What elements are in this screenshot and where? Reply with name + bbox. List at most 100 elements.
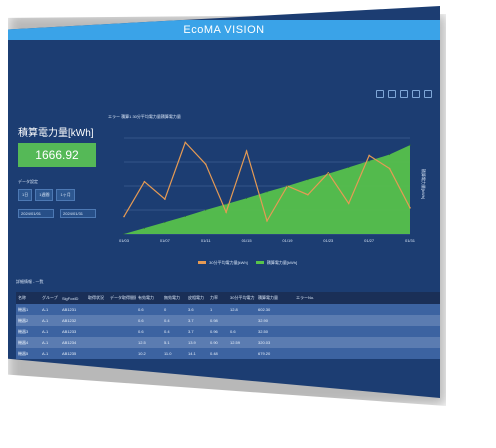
column-header: 無効電力: [164, 295, 180, 300]
table-row[interactable]: 機器1 A-1 AB1231 0.6 0 3.6 1 12.8 602.30: [16, 304, 440, 315]
table-cell: 12.59: [230, 340, 241, 345]
data-point-cumulative: [123, 233, 125, 235]
table-body: 機器1 A-1 AB1231 0.6 0 3.6 1 12.8 602.30 機器2 A-1 AB12…: [16, 304, 440, 359]
data-point-cumulative: [348, 166, 350, 168]
column-header: エラーNo.: [296, 295, 315, 300]
table-cell: A-1: [42, 340, 49, 345]
date-range: 2024/01/01 2024/01/31: [18, 209, 96, 218]
table-cell: 1: [210, 307, 213, 312]
data-point-30min: [123, 215, 125, 218]
table-cell: 0.6: [138, 307, 144, 312]
legend-swatch-30min: [198, 261, 206, 265]
x-tick-label: 01/15: [242, 238, 253, 243]
table-cell: 0.6: [138, 318, 144, 323]
table-cell: 0.4: [164, 318, 170, 323]
table-cell: 0.96: [210, 329, 218, 334]
data-point-30min: [245, 150, 248, 152]
column-header: 30分平均電力: [230, 295, 255, 300]
period-button-day[interactable]: 1日: [18, 189, 33, 201]
zoom-icon[interactable]: [388, 90, 396, 98]
legend-swatch-cumulative: [255, 261, 264, 265]
chart[interactable]: 01/03 01/07 01/11 01/15 01/19 01/23 01/27 01/31…: [104, 130, 430, 260]
table-row[interactable]: 機器5 A-1 AB1235 10.2 11.0 14.1 0.48 679.20: [16, 348, 440, 359]
data-point-cumulative: [225, 203, 227, 205]
data-point-cumulative: [245, 197, 248, 199]
column-header: 取得状況: [88, 295, 104, 300]
x-tick-label: 01/19: [282, 238, 293, 243]
data-point-30min: [164, 198, 166, 200]
download-icon[interactable]: [412, 90, 420, 98]
data-point-30min: [266, 220, 268, 222]
table-cell: A-1: [42, 351, 49, 356]
table-cell: 機器4: [18, 339, 29, 345]
date-start[interactable]: 2024/01/01: [18, 209, 54, 218]
period-button-week[interactable]: 1週間: [35, 189, 54, 201]
data-point-cumulative: [307, 179, 309, 181]
table-cell: 11.0: [164, 351, 172, 356]
refresh-icon[interactable]: [376, 90, 384, 98]
table-cell: 602.30: [258, 307, 271, 312]
column-header: 皮相電力: [188, 295, 204, 300]
table-cell: 3.7: [188, 318, 194, 323]
column-header: 有効電力: [138, 295, 154, 300]
table-cell: AB1235: [62, 351, 77, 356]
table-row[interactable]: 機器3 A-1 AB1233 0.6 0.4 3.7 0.96 0.6 32.50: [16, 326, 440, 337]
legend-item-30min: 30分平均電力量[kWh]: [198, 260, 248, 266]
table-cell: 679.20: [258, 351, 271, 356]
chart-toolbar: [376, 90, 432, 98]
data-point-cumulative: [388, 153, 391, 156]
table-cell: 12.8: [230, 307, 238, 312]
left-panel: 積算電力量[kWh] 1666.92 データ設定 1日 1週間 1ヶ月 2024…: [18, 124, 96, 218]
data-point-30min: [347, 202, 350, 205]
data-point-cumulative: [164, 221, 166, 223]
table-cell: 3.7: [188, 329, 194, 334]
table-cell: AB1232: [62, 318, 77, 323]
home-icon[interactable]: [424, 90, 432, 98]
table-cell: A-1: [42, 307, 49, 312]
table-cell: 13.9: [188, 340, 196, 345]
column-header: SigFoxID: [62, 295, 79, 301]
table-header: 名称 グループ SigFoxID 取得状況 データ取得間隔 有効電力 無効電力 …: [16, 292, 440, 304]
x-tick-label: 01/07: [160, 238, 171, 243]
pan-icon[interactable]: [400, 90, 408, 98]
chart-title: エラー 積算1 30分平均電力量積算電力量: [108, 114, 181, 119]
data-point-cumulative: [205, 209, 207, 211]
table-cell: 機器5: [18, 350, 29, 356]
data-point-30min: [184, 141, 187, 144]
date-end[interactable]: 2024/01/31: [60, 209, 96, 218]
table-cell: 0: [164, 307, 167, 312]
cumulative-area: [124, 145, 410, 234]
table-cell: AB1233: [62, 329, 77, 334]
table-cell: AB1231: [62, 307, 77, 312]
column-header: データ取得間隔: [110, 295, 136, 300]
data-point-30min: [204, 163, 207, 165]
chart-legend: 30分平均電力量[kWh] 積算電力量[kWh]: [198, 260, 297, 266]
table-row[interactable]: 機器4 A-1 AB1234 12.5 5.1 13.9 0.90 12.59 320.03: [16, 337, 440, 348]
table-cell: 12.5: [138, 340, 146, 345]
data-point-30min: [388, 167, 391, 170]
table-cell: 10.2: [138, 351, 146, 356]
table-cell: 320.03: [258, 340, 271, 345]
screen: EcoMA VISION 積算電力量[kWh] 1666.92 データ設定 1日…: [8, 6, 440, 398]
x-tick-label: 01/23: [323, 238, 334, 243]
x-tick-label: 01/31: [405, 238, 416, 243]
detail-table: 名称 グループ SigFoxID 取得状況 データ取得間隔 有効電力 無効電力 …: [16, 292, 440, 384]
data-point-30min: [409, 207, 411, 209]
table-cell: AB1234: [62, 340, 77, 345]
x-tick-label: 01/11: [201, 238, 211, 243]
period-button-month[interactable]: 1ヶ月: [56, 189, 75, 201]
table-row[interactable]: 機器2 A-1 AB1232 0.6 0.4 3.7 0.98 32.90: [16, 315, 440, 326]
table-cell: A-1: [42, 329, 49, 334]
data-point-cumulative: [143, 227, 146, 229]
data-point-cumulative: [286, 185, 289, 187]
table-cell: 0.48: [210, 351, 218, 356]
table-cell: 32.50: [258, 329, 269, 334]
column-header: 名称: [18, 295, 26, 300]
list-title: 詳細情報 - 一覧: [16, 279, 44, 284]
table-cell: A-1: [42, 318, 49, 323]
energy-value: 1666.92: [18, 143, 96, 167]
table-cell: 0.6: [138, 329, 144, 334]
table-cell: 機器2: [18, 317, 29, 323]
